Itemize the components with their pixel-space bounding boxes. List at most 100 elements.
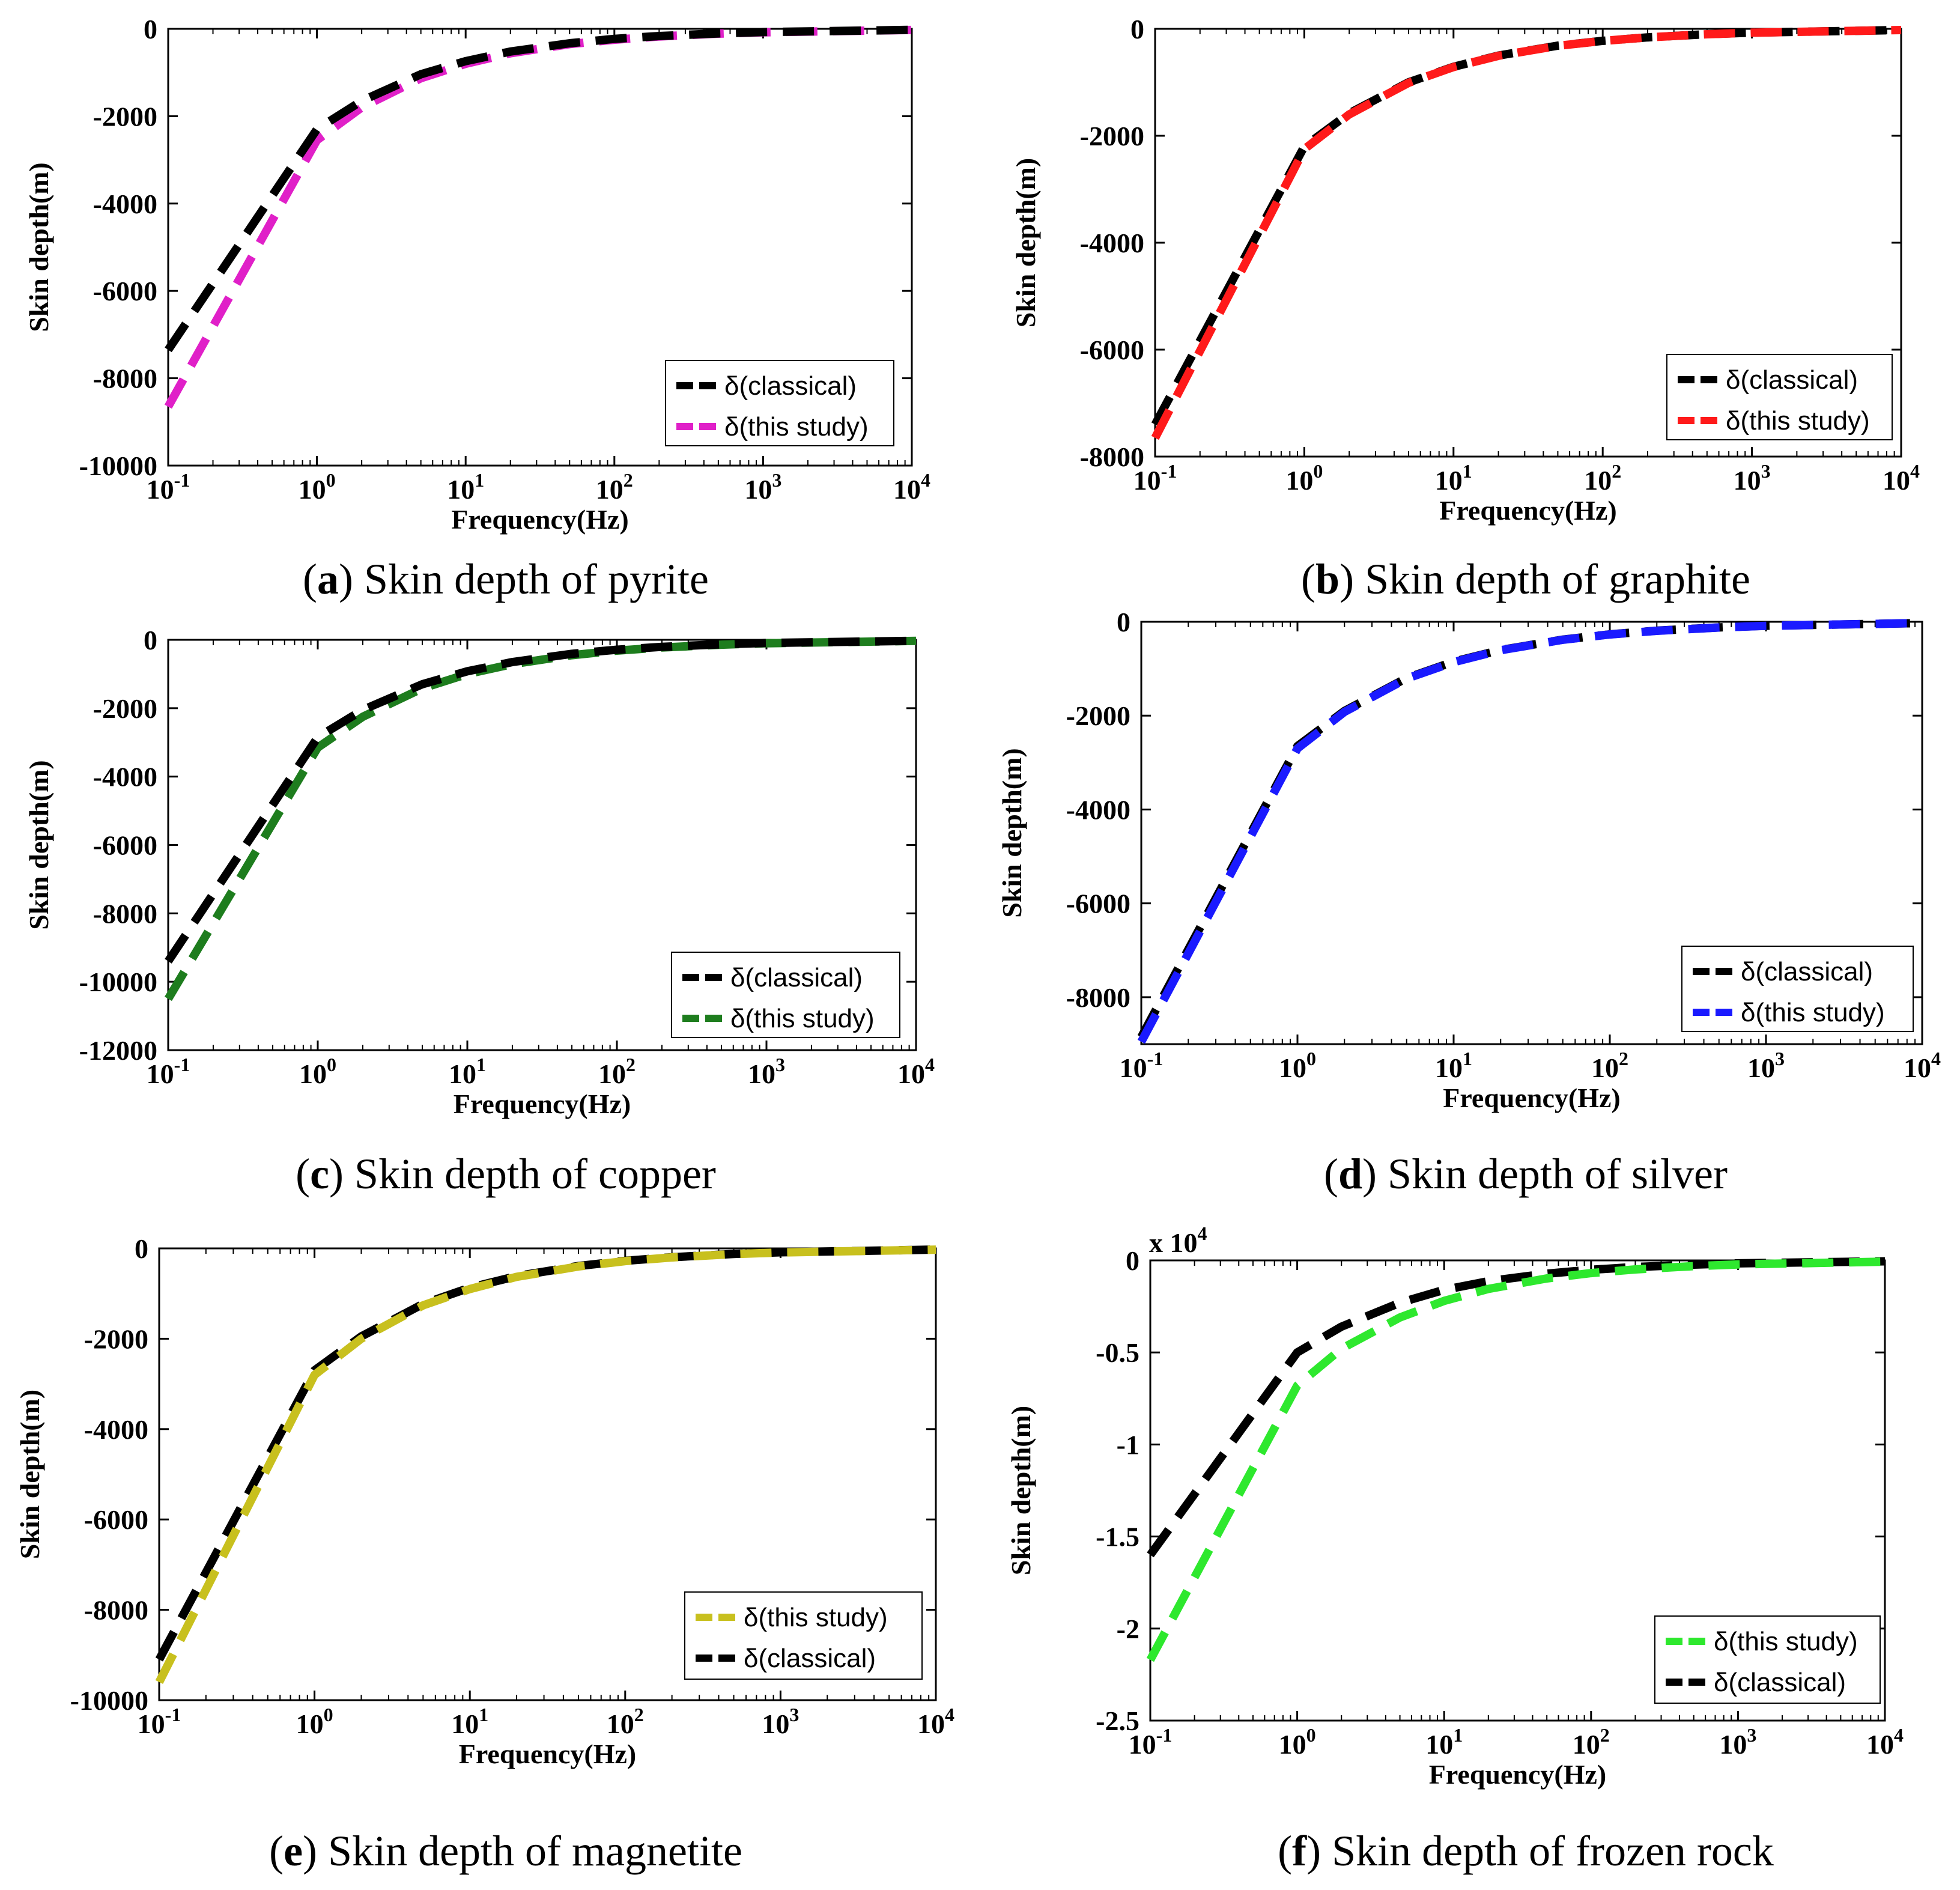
legend-box [684,1591,923,1680]
x-axis-label: Frequency(Hz) [1429,1759,1607,1790]
x-tick-label: 100 [296,1704,333,1739]
y-tick-label: -0.5 [1096,1337,1139,1368]
y-tick-label: -2000 [84,1323,148,1354]
legend-label: δ(this study) [744,1603,888,1632]
x-tick-label: 102 [1591,1048,1628,1083]
chart-d: 10-1 100 101 102 103 104 0 -2000 -4000 -6000 -8000… [997,607,1941,1113]
series-line-graphite [1151,26,1902,440]
legend-box [671,952,900,1038]
x-tick-label: 10-1 [1120,1048,1164,1083]
legend-label: δ(classical) [724,371,857,401]
series-line-classical [165,25,912,353]
x-tick-label: 100 [299,469,336,505]
x-axis-label: Frequency(Hz) [454,1089,631,1119]
y-multiplier-label: x 104 [1149,1223,1207,1258]
caption-d: (d) Skin depth of silver [1324,1150,1728,1198]
x-tick-label: 102 [596,469,633,505]
y-tick-label: -10000 [70,1685,148,1716]
panel-e: 10-1 100 101 102 103 1040-2000-4000-6000-8000… [14,1233,954,1875]
series-line-frozen_rock [1146,1257,1886,1662]
caption-c: (c) Skin depth of copper [296,1150,716,1198]
x-tick-label: 101 [1425,1724,1463,1760]
x-tick-label: 103 [748,1054,785,1089]
legend-label: δ(classical) [730,963,863,992]
caption-e: (e) Skin depth of magnetite [269,1827,742,1875]
x-tick-label: 100 [299,1054,336,1089]
x-tick-label: 101 [447,469,484,505]
chart-c: 10-1 100 101 102 103 1040-2000-4000-6000-8000… [23,625,935,1119]
y-tick-label: -6000 [93,830,157,861]
y-tick-label: 0 [135,1233,148,1264]
x-axis-label: Frequency(Hz) [1443,1083,1621,1113]
series-line-pyrite [164,25,912,409]
caption-f: (f) Skin depth of frozen rock [1278,1827,1774,1875]
legend-label: δ(this study) [724,412,869,442]
y-tick-label: -2.5 [1096,1706,1139,1736]
y-tick-label: -8000 [1066,982,1130,1013]
chart-b: 10-1 100 101 102 103 1040-2000-4000-6000-8000… [1010,14,1920,526]
y-tick-label: -2000 [1066,700,1130,731]
series-line-classical [1147,1257,1886,1558]
legend-box [1681,946,1914,1032]
legend-label: δ(this study) [1726,406,1870,436]
x-tick-label: 104 [1883,460,1920,496]
panel-a: 10-1 100 101 102 103 1040-2000-4000-6000-8000… [23,14,930,603]
legend-label: δ(this study) [1714,1627,1858,1656]
x-tick-label: 103 [1734,460,1771,496]
y-tick-label: -2000 [93,693,157,724]
y-tick-label: -2 [1117,1614,1139,1644]
x-tick-label: 104 [1866,1724,1904,1760]
y-tick-label: -8000 [1080,442,1144,472]
x-tick-label: 104 [917,1704,954,1739]
panel-b: 10-1 100 101 102 103 1040-2000-4000-6000-8000… [1010,14,1920,603]
y-tick-label: 0 [1130,14,1144,44]
caption-b: (b) Skin depth of graphite [1301,555,1750,603]
y-tick-label: -4000 [1066,794,1130,825]
y-tick-label: -4000 [1080,228,1144,258]
x-tick-label: 104 [1904,1048,1941,1083]
chart-e: 10-1 100 101 102 103 1040-2000-4000-6000-8000… [14,1233,954,1769]
legend-label: δ(this study) [1741,998,1885,1027]
y-axis-label: Skin depth(m) [23,162,54,332]
y-tick-label: -10000 [79,451,157,481]
x-tick-label: 104 [893,469,930,505]
panel-d: 10-1 100 101 102 103 104 0 -2000 -4000 -6000 -8000… [997,607,1941,1198]
y-tick-label: -1 [1117,1429,1139,1460]
y-tick-label: -1.5 [1096,1522,1139,1552]
x-tick-label: 101 [1435,1048,1472,1083]
y-axis-label: Skin depth(m) [1010,158,1041,327]
y-tick-label: -6000 [1066,889,1130,919]
x-axis-label: Frequency(Hz) [1439,495,1617,526]
x-tick-label: 100 [1279,1048,1316,1083]
legend-label: δ(classical) [1726,365,1858,395]
x-tick-label: 100 [1285,460,1323,496]
legend-label: δ(classical) [744,1644,876,1673]
caption-a: (a) Skin depth of pyrite [303,555,709,603]
y-tick-label: -10000 [79,967,157,997]
x-tick-label: 104 [897,1054,935,1089]
y-tick-label: -8000 [93,363,157,394]
x-tick-label: 102 [1584,460,1621,496]
y-tick-label: -8000 [93,898,157,929]
legend-box [1654,1615,1881,1704]
y-tick-label: -6000 [1080,335,1144,365]
x-tick-label: 103 [1719,1724,1756,1760]
x-tick-label: 101 [451,1704,488,1739]
y-tick-label: -4000 [93,189,157,219]
y-axis-label: Skin depth(m) [997,748,1027,917]
y-tick-label: 0 [144,14,157,44]
x-tick-label: 100 [1279,1724,1316,1760]
y-tick-label: -8000 [84,1595,148,1626]
y-tick-label: 0 [144,625,157,655]
y-axis-label: Skin depth(m) [23,760,54,929]
chart-a: 10-1 100 101 102 103 1040-2000-4000-6000-8000… [23,14,930,535]
x-tick-label: 102 [607,1704,644,1739]
series-line-silver [1137,619,1923,1044]
legend-label: δ(classical) [1741,957,1873,986]
legend-box [1666,354,1893,440]
series-line-copper [164,636,917,1001]
y-axis-label: Skin depth(m) [14,1390,45,1559]
x-tick-label: 101 [449,1054,486,1089]
